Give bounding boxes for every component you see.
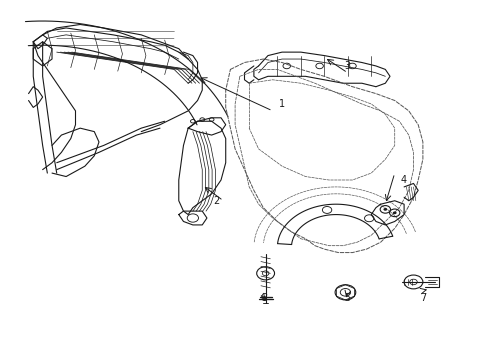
Text: 5: 5 [344,293,350,302]
Text: 4: 4 [400,175,407,185]
Text: 6: 6 [260,293,266,302]
Circle shape [392,211,396,214]
Text: 1: 1 [279,99,285,109]
Text: 2: 2 [213,196,219,206]
Text: 3: 3 [344,61,350,71]
Circle shape [383,208,386,211]
Text: 7: 7 [419,293,425,302]
